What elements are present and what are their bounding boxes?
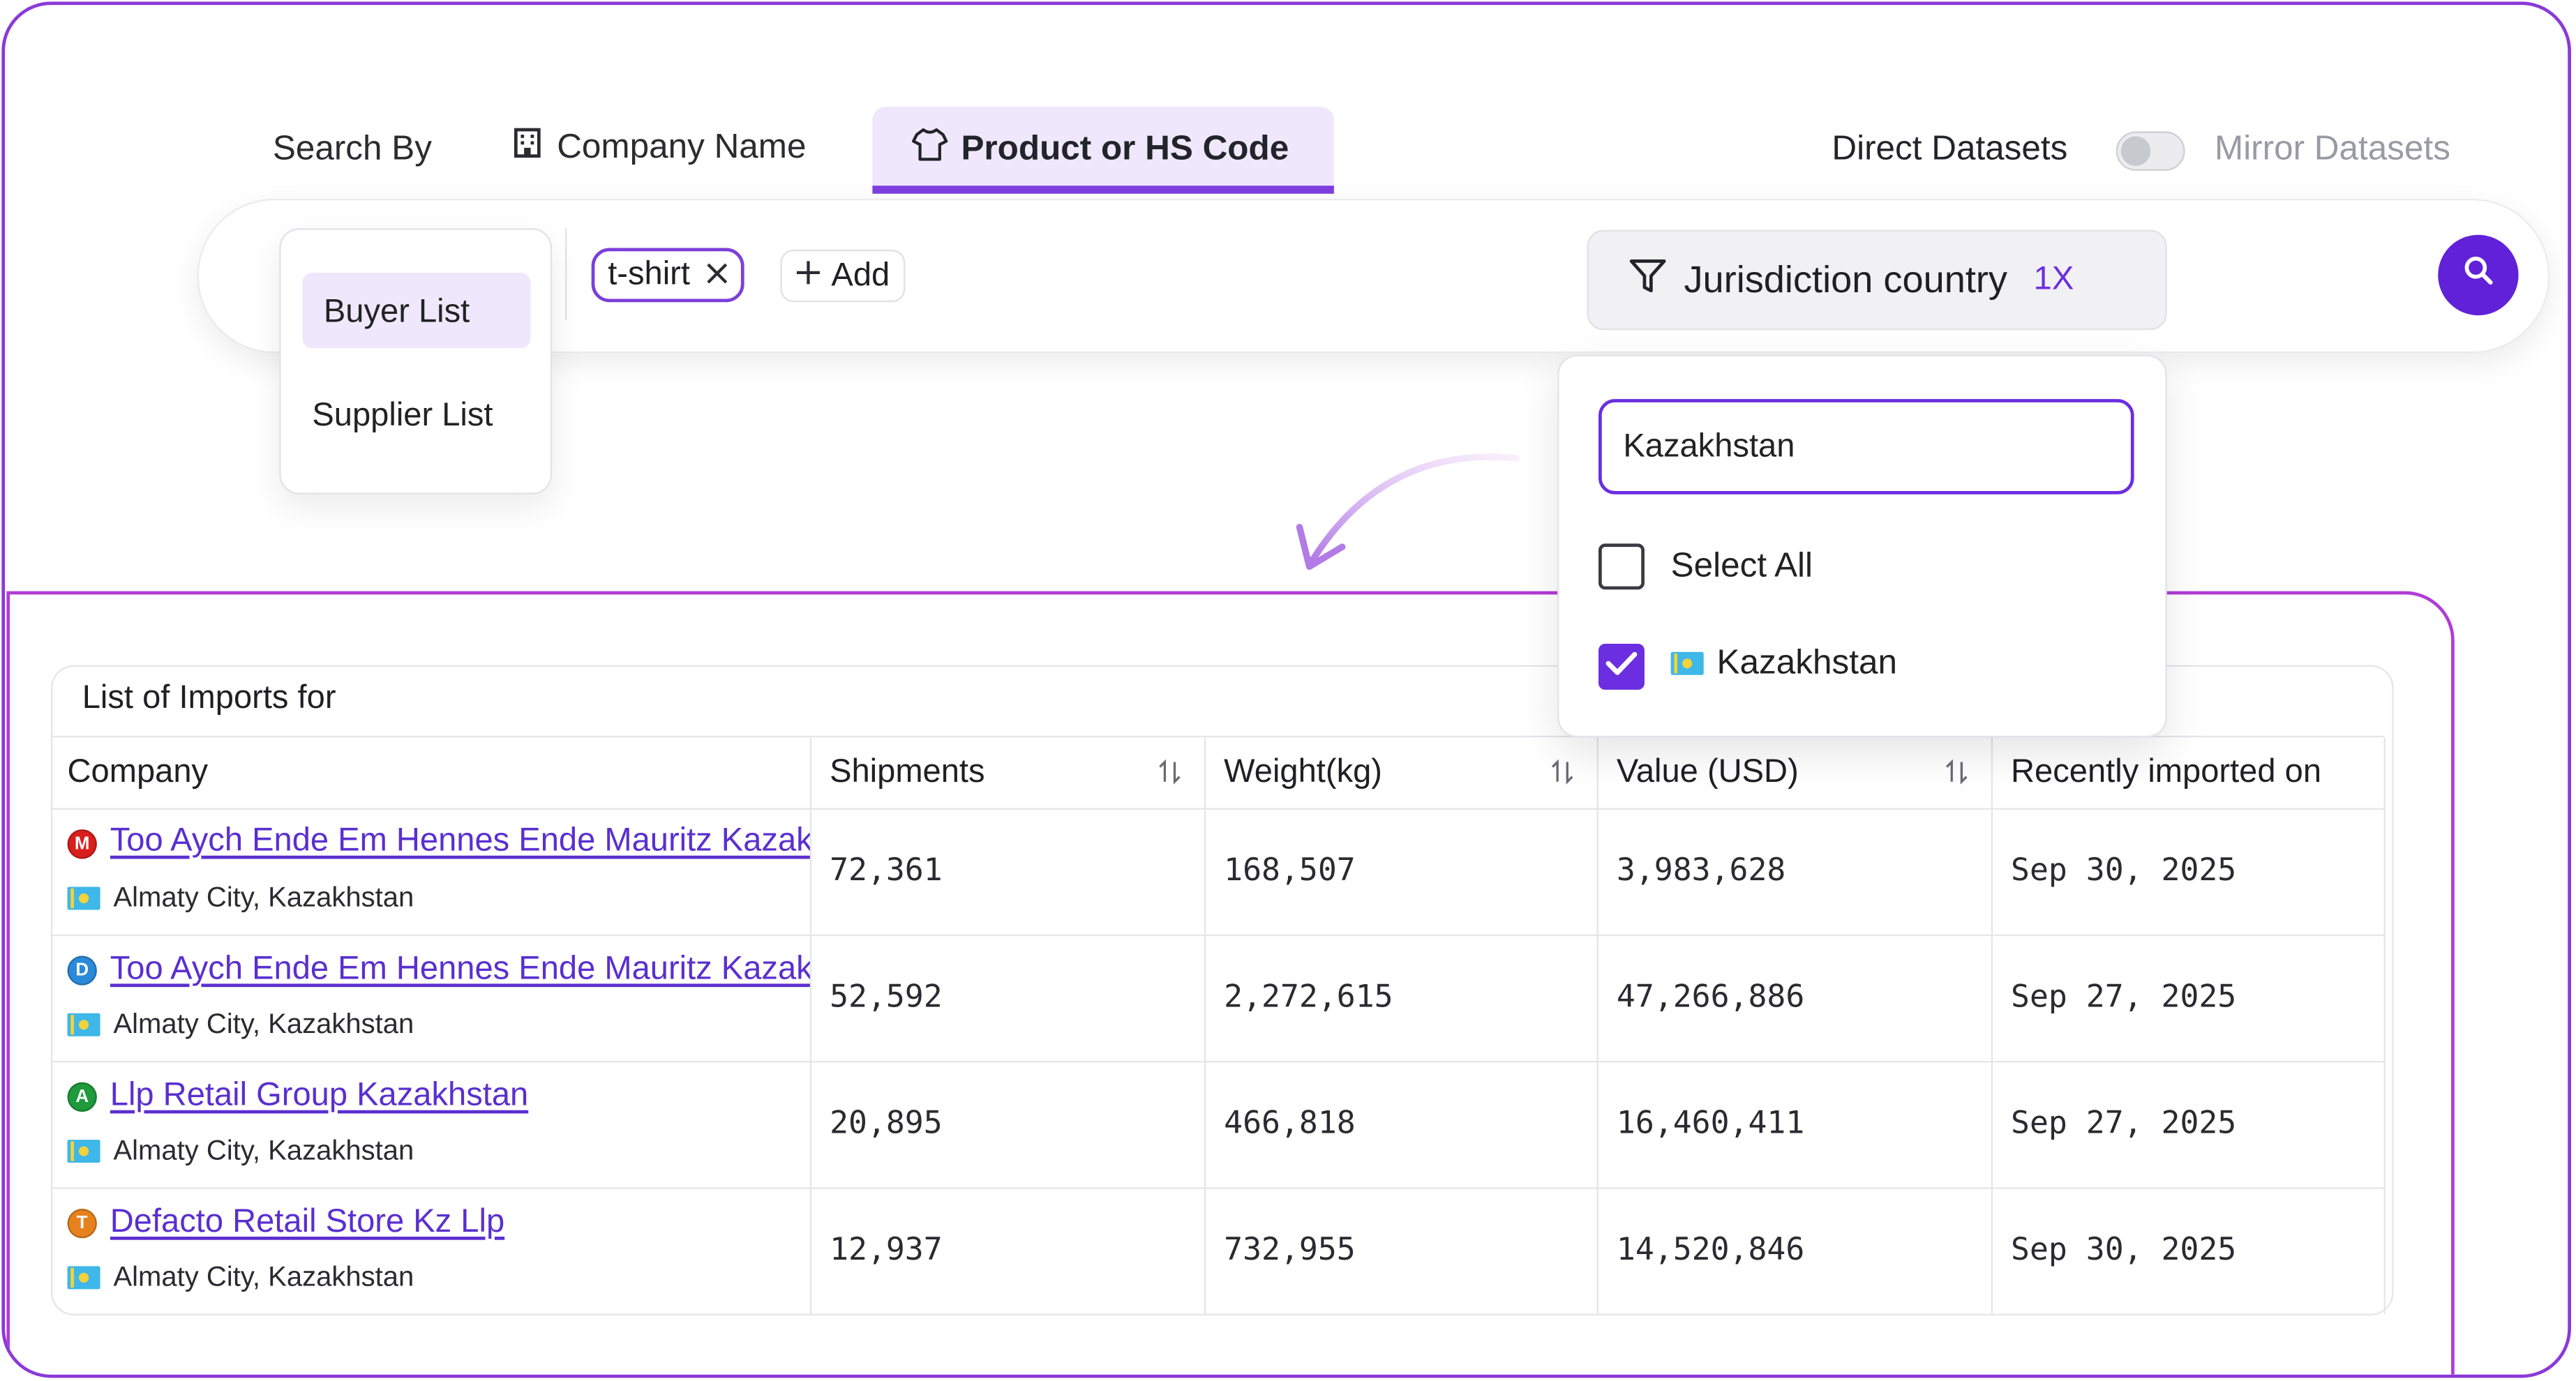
country-option-label: Kazakhstan: [1716, 644, 1897, 682]
search-by-label: Search By: [272, 130, 433, 168]
mirror-datasets-label: Mirror Datasets: [2215, 130, 2450, 168]
company-badge: T: [67, 1208, 97, 1239]
tab-company-name-label: Company Name: [557, 127, 807, 165]
header-top-line: [50, 735, 2384, 738]
company-location: Almaty City, Kazakhstan: [67, 882, 414, 914]
sort-icon[interactable]: [1551, 759, 1574, 793]
tab-product-hs-code[interactable]: Product or HS Code: [872, 107, 1334, 194]
kazakhstan-checkbox[interactable]: [1598, 644, 1645, 690]
shipments-value: 52,592: [830, 979, 943, 1016]
direct-datasets-label: Direct Datasets: [1832, 130, 2068, 168]
kazakhstan-flag-icon: [67, 1013, 100, 1036]
kazakhstan-flag-icon: [67, 1266, 100, 1290]
weight-value: 466,818: [1224, 1105, 1356, 1142]
menu-item-supplier-list[interactable]: Supplier List: [312, 397, 493, 434]
checkmark-icon: [1605, 649, 1638, 684]
row-divider: [50, 1187, 2384, 1189]
plus-icon: [795, 257, 822, 294]
import-date: Sep 27, 2025: [2011, 1105, 2237, 1142]
location-text: Almaty City, Kazakhstan: [113, 1261, 414, 1293]
filter-count-badge: 1X: [2033, 261, 2074, 298]
company-link[interactable]: Too Aych Ende Em Hennes Ende Mauritz Kaz…: [110, 822, 810, 859]
company-link[interactable]: Llp Retail Group Kazakhstan: [110, 1077, 529, 1114]
search-divider: [564, 228, 567, 321]
sort-icon[interactable]: [1158, 759, 1181, 793]
import-date: Sep 30, 2025: [2011, 1231, 2237, 1268]
weight-value: 2,272,615: [1224, 979, 1393, 1016]
column-header-company: Company: [67, 753, 209, 790]
weight-value: 168,507: [1224, 852, 1356, 889]
import-date: Sep 30, 2025: [2011, 852, 2237, 889]
filter-icon: [1628, 255, 1668, 305]
country-option-kazakhstan[interactable]: Kazakhstan: [1670, 644, 1897, 684]
dataset-toggle[interactable]: [2116, 131, 2185, 171]
row-divider: [50, 934, 2384, 937]
tab-product-hs-code-label: Product or HS Code: [961, 128, 1289, 167]
col-divider: [2383, 737, 2386, 1314]
weight-value: 732,955: [1224, 1231, 1356, 1268]
kazakhstan-flag-icon: [1670, 651, 1704, 675]
company-link[interactable]: Too Aych Ende Em Hennes Ende Mauritz Kaz…: [110, 951, 810, 988]
company-location: Almaty City, Kazakhstan: [67, 1008, 414, 1041]
value-usd: 16,460,411: [1616, 1105, 1805, 1142]
shipments-value: 20,895: [830, 1105, 943, 1142]
location-text: Almaty City, Kazakhstan: [113, 1008, 414, 1040]
tab-company-name[interactable]: Company Name: [511, 126, 806, 167]
jurisdiction-filter-button[interactable]: Jurisdiction country 1X: [1587, 229, 2167, 331]
search-button[interactable]: [2438, 234, 2519, 316]
shipments-value: 12,937: [830, 1231, 943, 1268]
column-header-recently-imported: Recently imported on: [2011, 753, 2322, 790]
sort-icon[interactable]: [1945, 759, 1968, 793]
company-location: Almaty City, Kazakhstan: [67, 1261, 414, 1294]
building-icon: [511, 126, 544, 167]
add-keyword-button[interactable]: Add: [780, 249, 905, 303]
tshirt-icon: [912, 126, 948, 171]
value-usd: 47,266,886: [1616, 979, 1805, 1016]
col-divider: [1596, 737, 1599, 1314]
select-all-label[interactable]: Select All: [1670, 547, 1813, 585]
menu-item-buyer-list[interactable]: Buyer List: [323, 294, 470, 331]
column-header-shipments[interactable]: Shipments: [830, 753, 985, 790]
company-location: Almaty City, Kazakhstan: [67, 1135, 414, 1168]
company-link[interactable]: Defacto Retail Store Kz Llp: [110, 1203, 505, 1240]
company-badge: M: [67, 829, 97, 859]
select-all-checkbox[interactable]: [1598, 543, 1645, 590]
close-icon[interactable]: [706, 256, 728, 294]
search-chip-label: t-shirt: [608, 256, 690, 293]
column-header-weight[interactable]: Weight(kg): [1224, 753, 1382, 790]
add-label: Add: [831, 257, 890, 294]
curved-arrow-icon: [1296, 453, 1520, 571]
column-header-value[interactable]: Value (USD): [1616, 753, 1799, 790]
kazakhstan-flag-icon: [67, 1140, 100, 1163]
value-usd: 3,983,628: [1616, 852, 1786, 889]
row-divider: [50, 1061, 2384, 1063]
company-badge: A: [67, 1082, 97, 1112]
toggle-knob: [2120, 136, 2151, 166]
imports-table: [50, 665, 2394, 1316]
country-search-input[interactable]: [1598, 399, 2134, 495]
list-type-selected-bg: [302, 272, 531, 349]
jurisdiction-filter-label: Jurisdiction country: [1684, 257, 2007, 301]
header-bottom-line: [50, 808, 2384, 810]
location-text: Almaty City, Kazakhstan: [113, 1135, 414, 1166]
col-divider: [1991, 737, 1993, 1314]
col-divider: [809, 737, 812, 1314]
company-badge: D: [67, 956, 97, 986]
import-date: Sep 27, 2025: [2011, 979, 2237, 1016]
search-icon: [2462, 255, 2494, 296]
kazakhstan-flag-icon: [67, 886, 100, 910]
table-title: List of Imports for: [82, 679, 336, 716]
list-type-menu: Buyer List Supplier List: [279, 228, 553, 495]
shipments-value: 72,361: [830, 852, 943, 889]
search-chip[interactable]: t-shirt: [591, 248, 744, 303]
col-divider: [1204, 737, 1206, 1314]
location-text: Almaty City, Kazakhstan: [113, 882, 414, 914]
value-usd: 14,520,846: [1616, 1231, 1805, 1268]
